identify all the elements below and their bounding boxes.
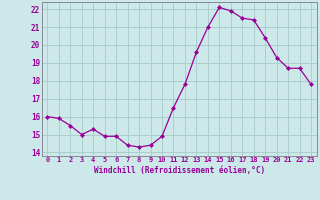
X-axis label: Windchill (Refroidissement éolien,°C): Windchill (Refroidissement éolien,°C) (94, 166, 265, 175)
